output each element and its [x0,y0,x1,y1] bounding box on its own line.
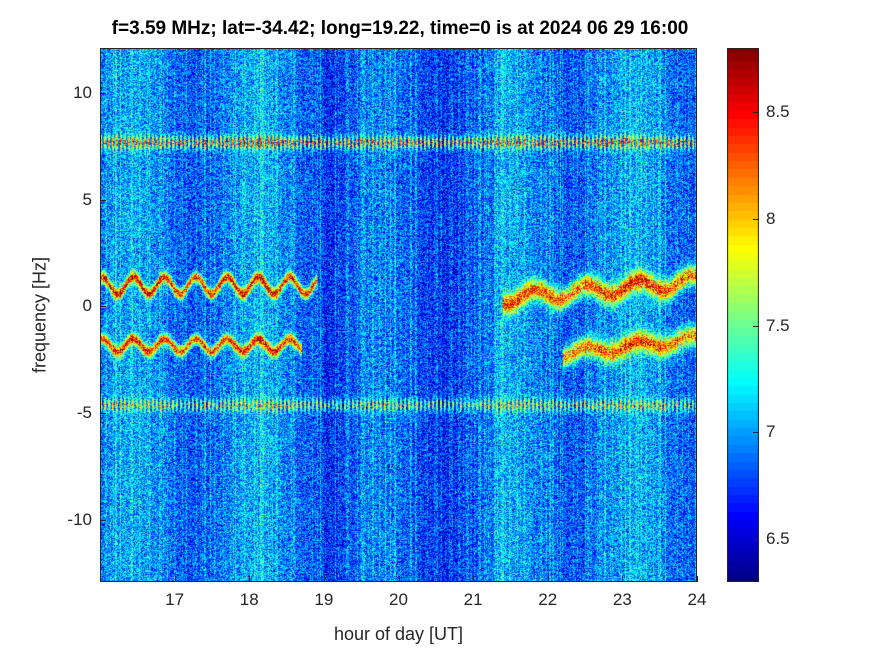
colorbar-tick-mark [753,539,759,541]
colorbar-tick-label: 8.5 [766,102,790,122]
colorbar-tick-label: 6.5 [766,529,790,549]
y-tick-mark [100,199,106,201]
y-tick-label: 5 [82,189,92,209]
x-tick-mark [174,576,176,582]
x-axis-label: hour of day [UT] [333,624,464,644]
x-tick-label: 18 [239,590,259,609]
x-tick-label: 20 [389,590,408,609]
chart-title: f=3.59 MHz; lat=-34.42; long=19.22, time… [111,18,689,39]
x-tick-label: 23 [612,590,632,609]
colorbar [727,48,759,582]
y-tick-label: -10 [67,510,92,530]
y-tick-label: 10 [73,82,92,102]
y-tick-label: 0 [82,296,92,316]
x-tick-mark [697,576,698,582]
x-tick-mark [398,576,400,582]
x-tick-mark [622,576,624,582]
y-tick-mark [100,306,106,308]
colorbar-tick-mark [753,112,759,114]
x-tick-label: 21 [463,590,483,609]
y-tick-mark [100,92,106,94]
y-axis-label: frequency [Hz] [29,256,50,374]
colorbar-tick-mark [753,432,759,434]
x-tick-label: 19 [314,590,334,609]
colorbar-tick-mark [753,218,759,220]
colorbar-tick-label: 7 [766,422,776,442]
spectrogram-heatmap [100,48,697,582]
colorbar-tick-label: 7.5 [766,315,790,335]
plot-frame [100,48,697,582]
y-tick-mark [100,413,106,415]
x-tick-label: 24 [687,590,707,609]
x-tick-mark [323,576,325,582]
colorbar-tick-mark [753,325,759,327]
colorbar-tick-label: 8 [766,208,776,228]
x-tick-mark [249,576,251,582]
x-tick-label: 17 [165,590,185,609]
y-tick-label: -5 [76,403,92,423]
y-tick-mark [100,520,106,522]
x-tick-mark [547,576,549,582]
x-tick-label: 22 [538,590,558,609]
x-tick-mark [473,576,475,582]
